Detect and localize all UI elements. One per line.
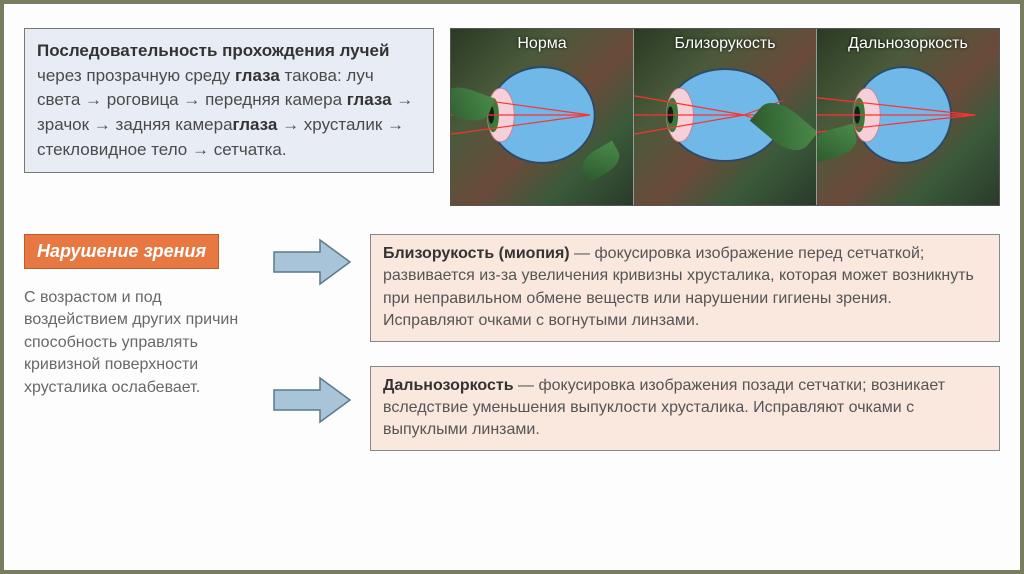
intro-box: Последовательность прохождения лучей чер… [24,28,434,173]
eye-normal-col: Норма [451,29,633,205]
slide: Последовательность прохождения лучей чер… [0,0,1024,574]
intro-bold4: глаза [233,115,278,134]
top-row: Последовательность прохождения лучей чер… [4,4,1020,206]
intro-bold3: глаза [347,90,392,109]
intro-mid1: через прозрачную среду [37,66,235,85]
hyperopia-term: Дальнозоркость [383,377,514,394]
eye-myopia-label: Близорукость [674,29,775,55]
intro-bold1: Последовательность прохождения лучей [37,41,389,60]
vision-disorder-badge: Нарушение зрения [24,234,219,269]
arrow-right-icon [272,238,352,286]
eye-hyperopia-label: Дальнозоркость [848,29,968,55]
hyperopia-definition: Дальнозоркость — фокусировка изображения… [370,366,1000,451]
left-text: С возрастом и под воздействием других пр… [24,281,254,399]
right-column: Близорукость (миопия) — фокусировка изоб… [370,234,1000,451]
eye-myopia-col: Близорукость [633,29,816,205]
myopia-term: Близорукость (миопия) [383,245,570,262]
eye-hyperopia-col: Дальнозоркость [816,29,999,205]
eye-normal-label: Норма [517,29,566,55]
lower-section: Нарушение зрения С возрастом и под возде… [4,206,1020,451]
arrows-column [272,234,352,424]
left-column: Нарушение зрения С возрастом и под возде… [24,234,254,399]
eye-diagram: Норма Близорукость [450,28,1000,206]
intro-bold2: глаза [235,66,280,85]
eye-hyperopia-icon [817,55,999,175]
myopia-definition: Близорукость (миопия) — фокусировка изоб… [370,234,1000,342]
arrow-right-icon [272,376,352,424]
